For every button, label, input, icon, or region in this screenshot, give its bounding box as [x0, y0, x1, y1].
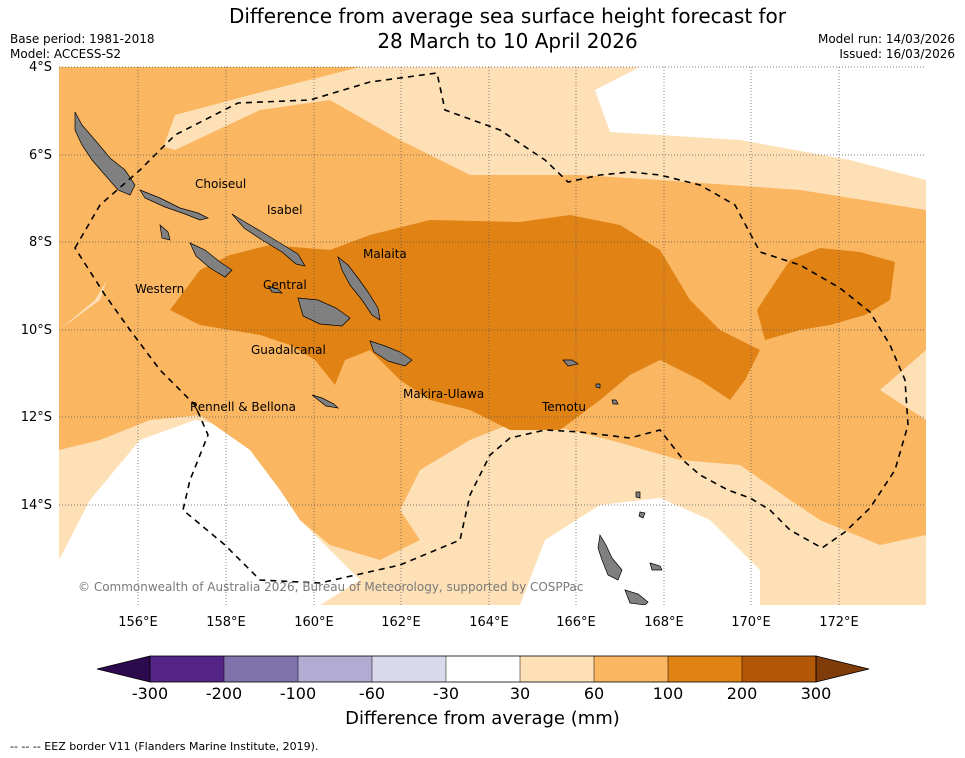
label-malaita: Malaita [363, 247, 407, 261]
colorbar-dividers [223, 656, 743, 682]
title-line-2: 28 March to 10 April 2026 [377, 29, 638, 53]
island-new-georgia [189, 242, 233, 278]
base-period: Base period: 1981-2018 [10, 32, 155, 46]
band-60-100-nw [59, 67, 360, 330]
colorbar-tick: -200 [205, 684, 243, 703]
band-neutral-sw [59, 420, 360, 605]
colorbar-segment-3 [298, 656, 372, 682]
colorbar-tick: -30 [432, 684, 460, 703]
island-makira [369, 340, 413, 367]
colorbar-tick: 300 [800, 684, 832, 703]
colorbar-tick: -300 [131, 684, 169, 703]
colorbar-segment-1 [150, 656, 224, 682]
band-neutral-se [520, 498, 760, 605]
model-run: Model run: 14/03/2026 [817, 32, 955, 46]
label-central: Central [263, 278, 307, 292]
lat-label-14s: 14°S [20, 498, 52, 513]
colorbar-segment-5 [446, 656, 520, 682]
colorbar-segment-2 [224, 656, 298, 682]
colorbar-tick: -60 [358, 684, 386, 703]
island-vella-lavella [159, 224, 171, 241]
island-malaita [337, 256, 381, 321]
lon-label-164e: 164°E [469, 615, 509, 630]
lat-label-10s: 10°S [20, 323, 52, 338]
label-western: Western [135, 282, 185, 296]
issued-date: Issued: 16/03/2026 [839, 47, 955, 61]
colorbar-extend-low [96, 655, 151, 683]
island-choiseul [139, 189, 210, 221]
lat-label-8s: 8°S [28, 235, 52, 250]
band-neutral-ne [595, 67, 926, 180]
island-duff [611, 399, 619, 405]
anomaly-contours [59, 67, 926, 605]
lat-label-12s: 12°S [20, 410, 52, 425]
island-florida [267, 285, 283, 294]
colorbar-segment-4 [372, 656, 446, 682]
colorbar-outline [149, 655, 817, 683]
island-santa-cruz [562, 359, 579, 367]
label-choiseul: Choiseul [195, 177, 247, 191]
lon-label-160e: 160°E [294, 615, 334, 630]
meta-left: Base period: 1981-2018 Model: ACCESS-S2 [10, 32, 155, 62]
colorbar [96, 655, 870, 683]
colorbar-tick: 200 [726, 684, 758, 703]
eez-border [74, 72, 909, 584]
label-rennell-bellona: Rennell & Bellona [190, 400, 297, 414]
colorbar-tick: 100 [652, 684, 684, 703]
island-torres [635, 491, 641, 499]
model-name: Model: ACCESS-S2 [10, 47, 122, 61]
colorbar-segment-8 [668, 656, 742, 682]
title-line-1: Difference from average sea surface heig… [228, 4, 787, 28]
label-temotu: Temotu [542, 400, 587, 414]
graticule [59, 66, 926, 605]
eez-legend: -- -- -- EEZ border V11 (Flanders Marine… [10, 740, 319, 753]
label-isabel: Isabel [267, 203, 303, 217]
band-100-200-center [170, 215, 760, 430]
lon-label-172e: 172°E [819, 615, 859, 630]
colorbar-tick: 30 [509, 684, 531, 703]
map-title: Difference from average sea surface heig… [0, 4, 965, 54]
lat-label-4s: 4°S [28, 60, 52, 75]
island-bougainville [74, 111, 136, 196]
lon-label-168e: 168°E [644, 615, 684, 630]
meta-right: Model run: 14/03/2026 Issued: 16/03/2026 [818, 32, 955, 62]
island-rennell [311, 394, 340, 409]
lon-label-162e: 162°E [381, 615, 421, 630]
label-guadalcanal: Guadalcanal [251, 343, 326, 357]
colorbar-segment-7 [594, 656, 668, 682]
colorbar-tick: -100 [279, 684, 317, 703]
island-espiritu-santo [597, 533, 623, 581]
lon-label-156e: 156°E [118, 615, 158, 630]
island-guadalcanal [297, 297, 351, 327]
band-100-200-east [757, 248, 895, 340]
lon-label-170e: 170°E [731, 615, 771, 630]
lat-label-6s: 6°S [28, 148, 52, 163]
colorbar-tick: 60 [583, 684, 605, 703]
colorbar-segment-9 [742, 656, 816, 682]
island-utupua [595, 383, 601, 389]
colorbar-label: Difference from average (mm) [345, 708, 620, 729]
land-islands [74, 111, 663, 605]
copyright-notice: © Commonwealth of Australia 2026, Bureau… [78, 580, 584, 594]
lon-label-158e: 158°E [206, 615, 246, 630]
island-malakula [624, 589, 649, 605]
colorbar-extend-high [815, 655, 870, 683]
label-makira-ulawa: Makira-Ulawa [403, 387, 485, 401]
lon-label-166e: 166°E [556, 615, 596, 630]
island-banks [638, 511, 646, 519]
island-maewo [649, 562, 663, 571]
island-isabel [231, 213, 306, 267]
colorbar-segment-6 [520, 656, 594, 682]
